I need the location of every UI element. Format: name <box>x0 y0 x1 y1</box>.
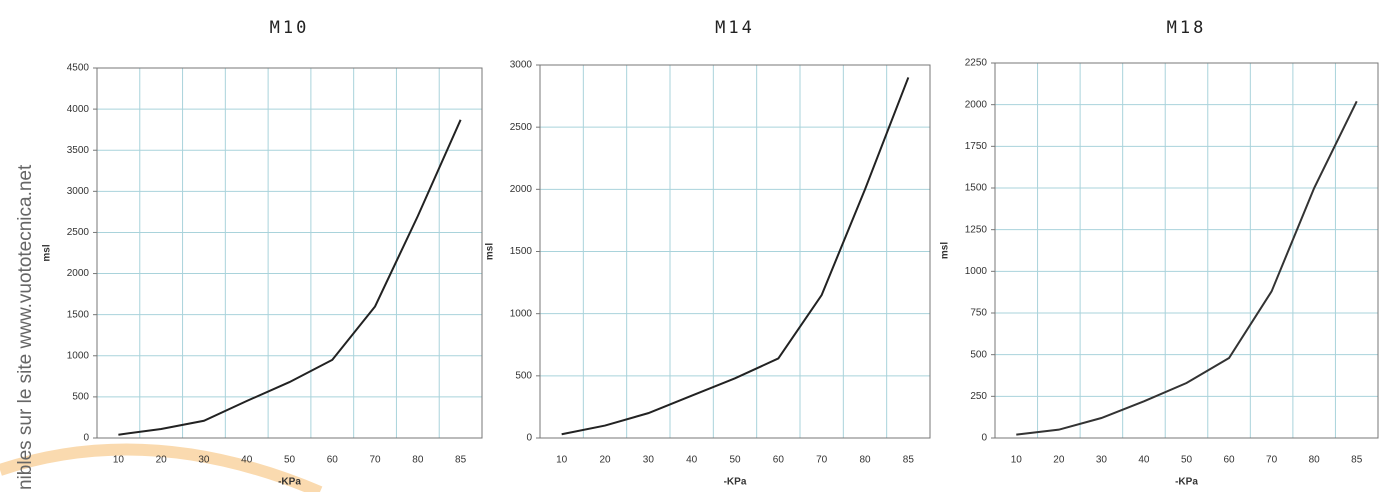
x-tick-label: 50 <box>284 455 296 466</box>
plot-frame <box>96 67 483 439</box>
x-tick-label: 85 <box>455 455 467 466</box>
x-tick-label: 60 <box>327 455 339 466</box>
x-axis-label: -KPa <box>278 477 301 488</box>
y-tick-label: 4000 <box>67 104 90 115</box>
x-tick-label: 85 <box>1351 455 1363 466</box>
y-tick-label: 1500 <box>510 246 533 257</box>
y-axis-label: msl <box>940 242 951 259</box>
x-tick-label: 10 <box>556 455 568 466</box>
x-tick-label: 60 <box>1223 455 1235 466</box>
x-tick-label: 60 <box>773 455 785 466</box>
y-tick-label: 4500 <box>67 63 90 74</box>
y-tick-label: 3000 <box>510 60 533 71</box>
x-tick-label: 30 <box>643 455 655 466</box>
y-tick-label: 1500 <box>67 309 90 320</box>
plot-frame <box>539 64 931 439</box>
y-tick-label: 0 <box>526 433 532 444</box>
chart-title: M18 <box>1167 18 1207 38</box>
y-axis-label: msl <box>485 243 496 260</box>
x-tick-label: 70 <box>369 455 381 466</box>
x-tick-label: 40 <box>241 455 253 466</box>
y-tick-label: 1000 <box>965 266 988 277</box>
y-tick-label: 1250 <box>965 224 988 235</box>
x-tick-label: 80 <box>1309 455 1321 466</box>
y-tick-label: 750 <box>970 308 987 319</box>
chart-title: M10 <box>270 18 310 38</box>
y-tick-label: 1000 <box>510 308 533 319</box>
y-tick-label: 1000 <box>67 350 90 361</box>
data-line <box>1016 100 1358 436</box>
y-tick-label: 1750 <box>965 141 988 152</box>
x-tick-label: 50 <box>729 455 741 466</box>
x-tick-label: 70 <box>816 455 828 466</box>
y-tick-label: 1500 <box>965 183 988 194</box>
y-tick-label: 2500 <box>67 227 90 238</box>
x-tick-label: 20 <box>1053 455 1065 466</box>
y-tick-label: 500 <box>970 349 987 360</box>
y-tick-label: 3000 <box>67 186 90 197</box>
x-tick-label: 20 <box>599 455 611 466</box>
x-tick-label: 70 <box>1266 455 1278 466</box>
y-tick-label: 500 <box>515 370 532 381</box>
y-tick-label: 0 <box>83 433 89 444</box>
y-tick-label: 2000 <box>510 184 533 195</box>
x-tick-label: 20 <box>156 455 168 466</box>
y-tick-label: 500 <box>72 392 89 403</box>
x-tick-label: 80 <box>412 455 424 466</box>
x-tick-label: 80 <box>859 455 871 466</box>
x-tick-label: 50 <box>1181 455 1193 466</box>
x-tick-label: 10 <box>113 455 125 466</box>
y-axis-label: msl <box>42 244 53 261</box>
y-tick-label: 250 <box>970 391 987 402</box>
data-line <box>118 119 462 436</box>
y-tick-label: 0 <box>981 433 987 444</box>
x-tick-label: 30 <box>1096 455 1108 466</box>
x-tick-label: 40 <box>1138 455 1150 466</box>
watermark: nibles sur le site www.vuototecnica.net <box>15 164 36 490</box>
decoration-arc <box>0 443 323 492</box>
data-line <box>561 77 910 436</box>
x-tick-label: 10 <box>1011 455 1023 466</box>
y-tick-label: 2500 <box>510 122 533 133</box>
x-tick-label: 85 <box>903 455 915 466</box>
plot-frame <box>994 62 1379 439</box>
y-tick-label: 2000 <box>67 268 90 279</box>
y-tick-label: 3500 <box>67 145 90 156</box>
x-axis-label: -KPa <box>724 477 747 488</box>
y-tick-label: 2250 <box>965 58 988 69</box>
x-axis-label: -KPa <box>1175 477 1198 488</box>
x-tick-label: 30 <box>198 455 210 466</box>
chart-title: M14 <box>715 18 755 38</box>
x-tick-label: 40 <box>686 455 698 466</box>
y-tick-label: 2000 <box>965 99 988 110</box>
